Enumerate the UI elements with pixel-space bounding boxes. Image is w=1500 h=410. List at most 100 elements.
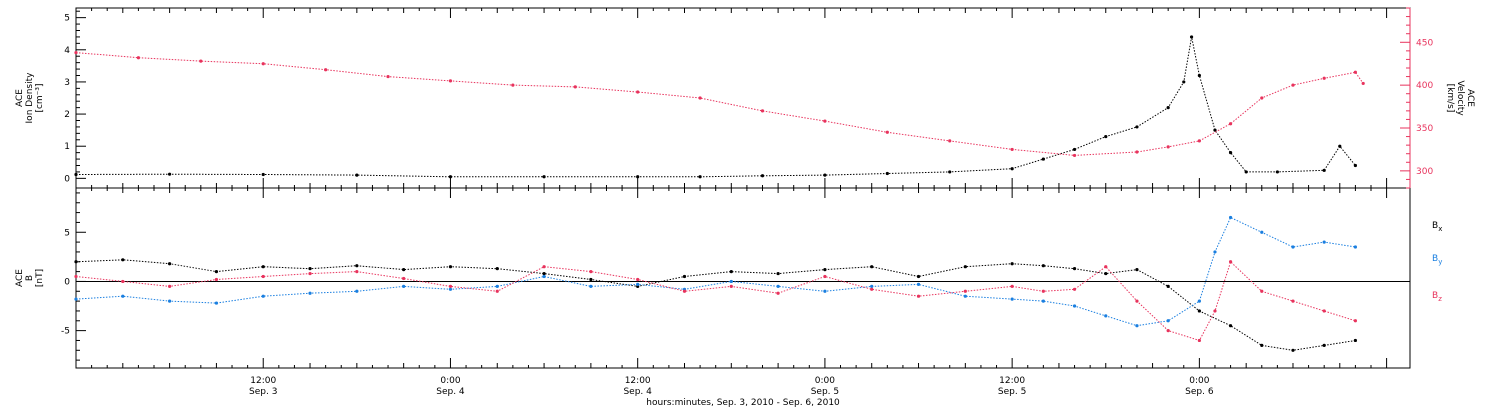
field-axis: -5 0 5 [61,192,86,361]
velocity-title-line-1: ACE [1465,89,1475,107]
field-legend: Bx By Bz [1432,221,1442,303]
density-tick-label: 0 [64,174,70,184]
date-tick-label: Sep. 6 [1185,387,1214,397]
field-point-2 [261,274,265,279]
field-point-0 [729,270,733,274]
velocity-tick-label: 300 [1416,167,1433,177]
velocity-point-0 [760,109,765,113]
field-series-line-0 [75,259,1356,351]
velocity-tick-label: 350 [1416,124,1433,134]
velocity-tick-label: 450 [1416,38,1433,48]
field-point-0 [1041,264,1045,268]
time-tick-label: 0:00 [1189,376,1209,386]
field-point-2 [682,289,687,293]
density-title-line-2: Ion Density [25,72,35,124]
field-point-0 [963,265,967,269]
field-axis-title: ACE B [nT] [15,269,45,287]
time-tick-label: 12:00 [625,376,651,386]
field-point-1 [495,284,499,288]
field-point-0 [1353,338,1357,343]
field-point-0 [870,265,874,269]
field-title-line-3: [nT] [35,269,45,287]
velocity-point-0 [136,56,141,60]
velocity-point-0 [698,96,702,100]
field-point-2 [589,270,593,274]
field-point-2 [448,284,453,288]
density-title-line-3: [cm⁻³] [35,83,45,112]
velocity-point-0 [1361,81,1365,86]
velocity-series-line-0 [75,52,1364,156]
field-point-2 [870,287,874,291]
density-series-line-0 [75,36,1356,178]
field-point-1 [542,274,546,279]
field-point-0 [495,267,499,271]
density-point-0 [355,173,359,177]
density-tick-label: 2 [64,110,70,120]
density-point-0 [823,173,827,177]
time-tick-label: 12:00 [250,376,276,386]
density-point-0 [1041,157,1045,161]
field-point-1 [261,294,265,298]
legend-entry-y: By [1432,254,1442,266]
density-axis: 0 1 2 3 4 5 [64,10,86,184]
velocity-point-0 [573,85,577,89]
density-tick-label: 5 [64,14,70,24]
density-title-line-1: ACE [15,89,25,107]
field-point-1 [402,284,406,288]
field-point-0 [121,258,125,262]
field-point-2 [916,294,921,298]
density-point-0 [760,174,765,178]
date-tick-label: Sep. 4 [623,387,652,397]
velocity-title-line-3: [km/s] [1445,84,1455,113]
velocity-point-0 [199,59,203,63]
field-point-1 [963,294,967,298]
density-tick-label: 1 [64,142,70,152]
density-tick-label: 4 [64,46,70,56]
field-point-1 [355,289,359,293]
field-point-1 [729,279,733,284]
field-point-0 [542,271,546,276]
field-point-1 [1353,245,1357,249]
density-point-0 [1244,170,1248,174]
density-point-0 [448,175,453,179]
field-point-0 [402,268,406,272]
field-title-line-2: B [25,275,35,281]
date-tick-label: Sep. 3 [249,387,277,397]
field-tick-label: 5 [64,228,70,238]
time-tick-label: 0:00 [815,376,835,386]
velocity-point-0 [261,62,265,66]
x-axis-title: hours:minutes, Sep. 3, 2010 - Sep. 6, 20… [646,398,840,408]
field-point-2 [1010,284,1014,288]
density-axis-title: ACE Ion Density [cm⁻³] [15,72,45,124]
time-tick-label: 12:00 [999,376,1025,386]
field-point-1 [776,284,780,288]
field-point-2 [1291,299,1295,303]
field-point-2 [823,274,827,279]
density-point-0 [1197,73,1201,78]
field-point-0 [1322,343,1326,347]
velocity-tick-label: 400 [1416,81,1433,91]
date-tick-label: Sep. 5 [998,387,1026,397]
field-title-line-1: ACE [15,269,25,287]
velocity-point-0 [823,119,827,123]
field-point-1 [870,284,874,288]
field-point-2 [1353,319,1357,323]
field-point-1 [121,294,125,298]
field-series-line-1 [75,216,1356,327]
field-point-2 [402,276,406,281]
velocity-point-0 [1135,150,1139,154]
time-tick-label: 0:00 [440,376,460,386]
legend-entry-x: Bx [1432,221,1442,233]
field-point-1 [589,284,593,288]
density-point-0 [1213,128,1217,132]
velocity-title-line-2: Velocity [1455,80,1465,116]
field-series-line-2 [75,260,1356,342]
field-tick-label: -5 [61,327,70,337]
field-point-2 [542,265,546,269]
field-point-0 [1104,271,1108,276]
field-point-1 [1041,299,1045,303]
field-point-0 [261,265,265,269]
legend-entry-z: Bz [1432,291,1442,303]
date-tick-label: Sep. 4 [436,387,465,397]
